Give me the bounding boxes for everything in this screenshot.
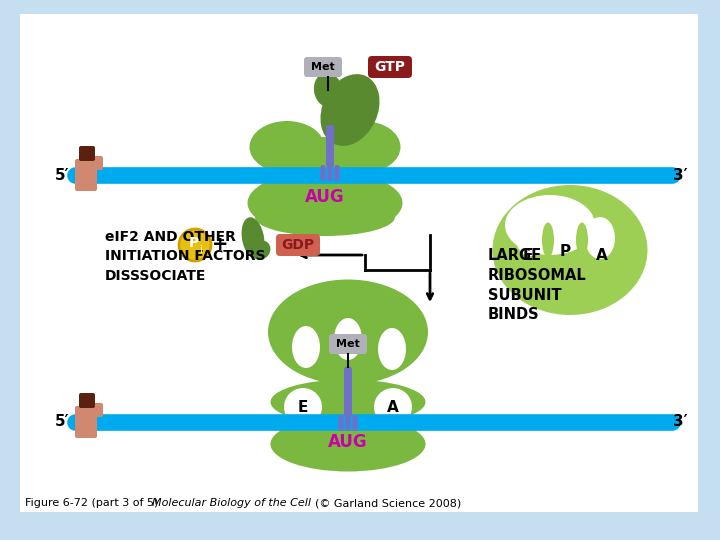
Ellipse shape (542, 222, 554, 258)
FancyBboxPatch shape (75, 406, 97, 438)
Ellipse shape (334, 318, 362, 360)
Text: E: E (298, 400, 308, 415)
Text: i: i (199, 245, 202, 255)
FancyBboxPatch shape (329, 334, 367, 354)
Text: Molecular Biology of the Cell: Molecular Biology of the Cell (152, 498, 311, 508)
Text: eIF2 AND OTHER
INITIATION FACTORS
DISSSOCIATE: eIF2 AND OTHER INITIATION FACTORS DISSSO… (105, 230, 266, 283)
Text: P: P (189, 236, 199, 250)
Ellipse shape (314, 72, 342, 107)
Text: 5′: 5′ (55, 167, 69, 183)
Ellipse shape (250, 121, 325, 173)
FancyBboxPatch shape (79, 393, 95, 408)
Ellipse shape (321, 334, 335, 369)
Text: P: P (559, 245, 570, 260)
Ellipse shape (363, 334, 377, 369)
Ellipse shape (268, 280, 428, 384)
Text: 3′: 3′ (673, 415, 688, 429)
FancyBboxPatch shape (276, 234, 320, 256)
Ellipse shape (585, 217, 615, 259)
FancyBboxPatch shape (335, 165, 340, 181)
Text: (© Garland Science 2008): (© Garland Science 2008) (315, 498, 462, 508)
Text: Figure 6-72 (part 3 of 5): Figure 6-72 (part 3 of 5) (25, 498, 166, 508)
Ellipse shape (292, 326, 320, 368)
Ellipse shape (576, 222, 588, 258)
FancyBboxPatch shape (75, 159, 97, 191)
Ellipse shape (271, 416, 426, 471)
Text: 5′: 5′ (55, 415, 69, 429)
Text: AUG: AUG (305, 188, 345, 206)
Ellipse shape (284, 388, 322, 426)
Text: A: A (596, 247, 608, 262)
Circle shape (179, 229, 211, 261)
Ellipse shape (285, 137, 365, 177)
Ellipse shape (255, 198, 395, 236)
Ellipse shape (242, 217, 264, 259)
Ellipse shape (374, 388, 412, 426)
Text: E: E (523, 247, 534, 262)
Text: AUG: AUG (328, 433, 368, 451)
FancyBboxPatch shape (328, 165, 333, 181)
Text: A: A (387, 400, 399, 415)
Ellipse shape (505, 195, 595, 255)
Ellipse shape (378, 328, 406, 370)
Ellipse shape (325, 121, 400, 173)
Ellipse shape (550, 207, 580, 249)
Text: Met: Met (311, 62, 335, 72)
FancyBboxPatch shape (326, 125, 334, 167)
Text: GTP: GTP (374, 60, 405, 74)
Ellipse shape (271, 380, 426, 424)
Text: GDP: GDP (282, 238, 315, 252)
FancyBboxPatch shape (320, 165, 325, 181)
FancyBboxPatch shape (344, 367, 352, 417)
FancyBboxPatch shape (338, 415, 343, 431)
FancyBboxPatch shape (368, 56, 412, 78)
FancyBboxPatch shape (346, 415, 351, 431)
FancyBboxPatch shape (89, 156, 103, 170)
Ellipse shape (248, 171, 402, 235)
Text: LARGE
RIBOSOMAL
SUBUNIT
BINDS: LARGE RIBOSOMAL SUBUNIT BINDS (488, 248, 587, 322)
Ellipse shape (251, 240, 271, 260)
Ellipse shape (492, 185, 647, 315)
FancyBboxPatch shape (353, 415, 358, 431)
Ellipse shape (515, 214, 545, 256)
FancyBboxPatch shape (89, 403, 103, 417)
FancyBboxPatch shape (79, 146, 95, 161)
Ellipse shape (320, 74, 379, 146)
FancyBboxPatch shape (304, 57, 342, 77)
Text: Met: Met (336, 339, 360, 349)
Text: +: + (212, 235, 228, 254)
Text: 3′: 3′ (673, 167, 688, 183)
